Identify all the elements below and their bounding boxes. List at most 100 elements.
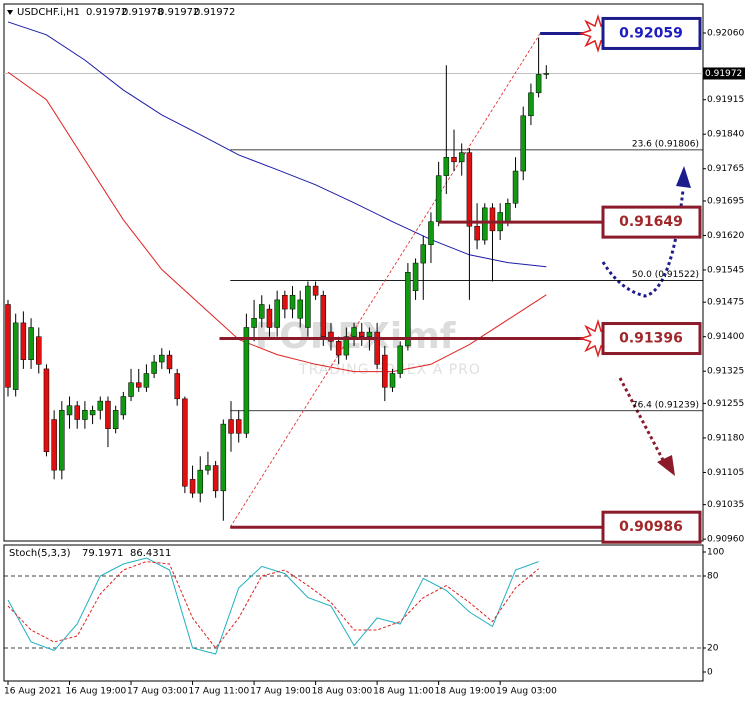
fib-label: 50.0 (0.91522) xyxy=(632,270,699,280)
candle-body xyxy=(528,92,534,117)
candle-body xyxy=(74,405,80,420)
indicator-tick-label: 100 xyxy=(707,548,724,558)
candle-body xyxy=(535,74,542,94)
y-tick-label: 0.90960 xyxy=(707,535,744,545)
candle-body xyxy=(366,331,373,337)
x-tick-label: 17 Aug 19:00 xyxy=(250,687,311,697)
y-tick-label: 0.91255 xyxy=(707,399,744,409)
candle-body xyxy=(82,410,88,420)
y-tick-label: 0.91180 xyxy=(707,433,744,443)
level-label: 0.92059 xyxy=(619,25,683,41)
watermark-tagline: TRADING FOREX A PRO xyxy=(298,362,481,378)
candle-body xyxy=(274,299,280,328)
candle-body xyxy=(297,299,303,319)
candle-body xyxy=(143,373,150,388)
candle-body xyxy=(351,327,357,337)
y-tick-label: 0.91765 xyxy=(707,164,744,174)
candle-body xyxy=(182,398,188,487)
candle-body xyxy=(220,423,227,492)
candle-body xyxy=(28,327,34,360)
candle-body xyxy=(197,469,203,494)
candle-body xyxy=(282,295,288,310)
y-tick-label: 0.91545 xyxy=(707,265,744,275)
candle-body xyxy=(335,341,342,356)
candle-body xyxy=(458,152,465,163)
x-tick-label: 18 Aug 11:00 xyxy=(373,687,434,697)
up-arrowhead xyxy=(676,166,691,188)
candle-body xyxy=(120,396,127,416)
candle-body xyxy=(97,400,104,411)
candle-body xyxy=(305,285,311,328)
candle-body xyxy=(159,354,165,363)
x-tick-label: 17 Aug 11:00 xyxy=(189,687,250,697)
y-tick-label: 0.91105 xyxy=(707,468,744,478)
candle-body xyxy=(112,410,119,429)
y-tick-label: 0.91400 xyxy=(707,332,744,342)
y-tick-label: 0.91620 xyxy=(707,231,744,241)
moving-average xyxy=(7,21,547,268)
header-quote: 0.91972 xyxy=(194,7,235,18)
y-tick-label: 0.91915 xyxy=(707,95,744,105)
candle-body xyxy=(51,419,57,471)
candle-body xyxy=(389,373,396,388)
candle-body xyxy=(474,226,480,241)
stoch-main xyxy=(7,557,539,655)
level-label: 0.91396 xyxy=(619,331,683,347)
candle-body xyxy=(205,465,211,471)
candle-body xyxy=(151,361,157,374)
candle-body xyxy=(105,400,111,429)
x-tick-label: 19 Aug 03:00 xyxy=(496,687,557,697)
stoch-signal xyxy=(7,561,539,649)
candle-body xyxy=(36,336,42,365)
last-price-label: 0.91972 xyxy=(705,69,742,79)
indicator-tick-label: 20 xyxy=(707,644,719,654)
candle-body xyxy=(189,479,196,494)
candle-body xyxy=(505,202,511,222)
level-box xyxy=(601,510,702,544)
candle-body xyxy=(135,382,142,388)
candle-body xyxy=(435,175,442,222)
candle-body xyxy=(489,207,496,232)
x-tick-label: 18 Aug 03:00 xyxy=(312,687,373,697)
candle-body xyxy=(235,419,242,434)
candle-body xyxy=(412,262,419,291)
candle-body xyxy=(266,308,273,328)
indicator-frame xyxy=(3,544,704,682)
candle-body xyxy=(466,152,473,227)
main-frame xyxy=(3,3,704,542)
candle-body xyxy=(89,410,96,416)
candle-body xyxy=(5,304,11,388)
fib-trend xyxy=(229,33,541,528)
candle-body xyxy=(228,419,234,434)
indicator-value: 79.1971 xyxy=(82,548,123,559)
candle-body xyxy=(166,354,173,370)
chart-title: USDCHF.i,H1 xyxy=(17,7,80,18)
down-arrow-line xyxy=(618,377,666,463)
candle-body xyxy=(512,170,519,204)
candle-body xyxy=(482,207,488,241)
fib-label: 76.4 (0.91239) xyxy=(632,400,699,410)
y-tick-label: 0.91325 xyxy=(707,367,744,377)
x-tick-label: 16 Aug 2021 xyxy=(4,687,62,697)
candle-body xyxy=(382,354,388,388)
candle-body xyxy=(320,295,327,337)
y-tick-label: 0.92060 xyxy=(707,28,744,38)
candle-body xyxy=(12,322,19,390)
candle-body xyxy=(128,382,134,397)
indicator-title: Stoch(5,3,3) xyxy=(9,548,71,559)
x-tick-label: 17 Aug 03:00 xyxy=(127,687,188,697)
candle-body xyxy=(343,336,350,356)
down-arrowhead xyxy=(657,455,675,476)
y-tick-label: 0.91840 xyxy=(707,130,744,140)
fib-label: 23.6 (0.91806) xyxy=(632,139,699,149)
indicator-value: 86.4311 xyxy=(130,548,171,559)
candle-body xyxy=(212,465,219,492)
level-label: 0.90986 xyxy=(619,519,683,535)
indicator-tick-label: 0 xyxy=(707,668,713,678)
candle-body xyxy=(174,373,180,400)
y-tick-label: 0.91475 xyxy=(707,298,744,308)
level-box xyxy=(601,322,702,356)
candle-body xyxy=(66,405,73,416)
candle-body xyxy=(520,115,526,172)
